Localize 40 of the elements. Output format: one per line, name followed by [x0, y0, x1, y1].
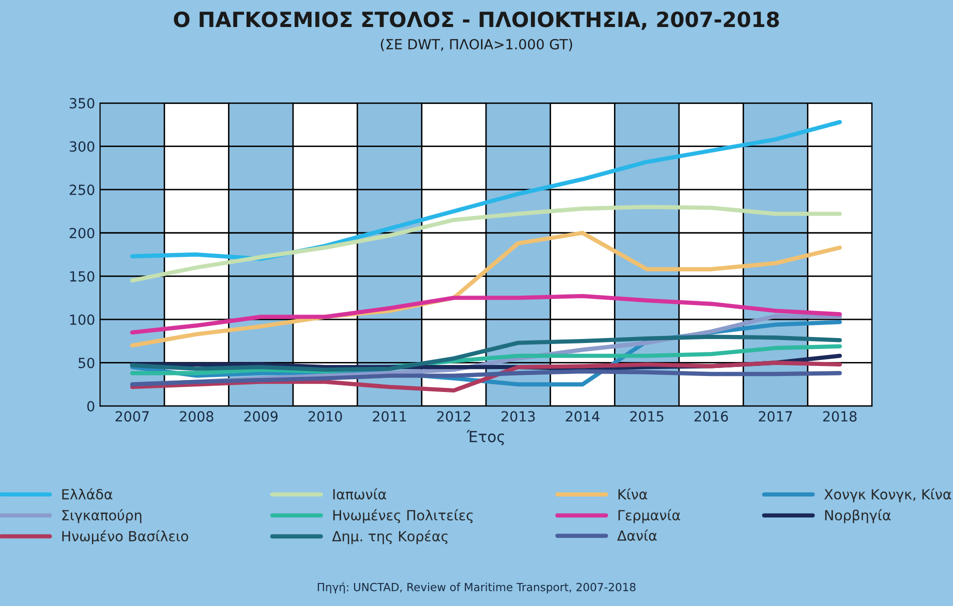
x-tick-label: 2016 [694, 411, 728, 422]
y-tick-label: 250 [70, 184, 94, 196]
legend-label: Χονγκ Κονγκ, Κίνα [824, 488, 952, 502]
legend-label: Δανία [617, 530, 657, 541]
x-tick-label: 2013 [502, 411, 535, 422]
y-tick-label: 50 [78, 358, 94, 368]
legend-label: Κίνα [618, 488, 648, 500]
line-series [130, 334, 842, 372]
chart-subtitle: (ΣΕ DWT, ΠΛΟΙΑ>1.000 GT) [380, 38, 572, 52]
chart-title: Ο ΠΑΓΚΟΣΜΙΟΣ ΣΤΟΛΟΣ - ΠΛΟΙΟΚΤΗΣΙΑ, 2007-2018 [174, 11, 779, 30]
line-series [130, 369, 842, 386]
y-tick-label: 100 [70, 314, 94, 325]
x-tick-label: 2017 [758, 411, 792, 422]
x-tick-label: 2011 [372, 411, 406, 422]
legend-label: Γερμανία [618, 509, 680, 524]
y-tick-label: 350 [70, 98, 94, 108]
text: Πηγή: UNCTAD, Review of Maritime Transport, 2007-2018 [318, 582, 636, 594]
line-series [130, 360, 842, 393]
x-tick-label: 2018 [823, 411, 857, 422]
x-tick-label: 2008 [180, 411, 214, 422]
legend-label: Σιγκαπούρη [62, 509, 142, 524]
legend-label: Ηνωμένο Βασίλειο [62, 530, 188, 544]
legend-label: Νορβηγία [825, 509, 891, 524]
x-tick-label: 2012 [437, 411, 470, 422]
x-tick-label: 2014 [566, 411, 600, 422]
x-tick-label: 2009 [244, 411, 278, 422]
x-tick-label: 2015 [630, 411, 664, 422]
y-tick-label: 150 [70, 271, 94, 282]
legend-label: Ελλάδα [62, 488, 112, 500]
x-tick-label: 2007 [116, 411, 149, 422]
legend-label: Ιαπωνία [333, 488, 386, 500]
line-series [130, 204, 842, 283]
line-series [130, 294, 842, 335]
legend-label: Δημ. της Κορέας [332, 530, 448, 544]
y-tick-label: 200 [70, 228, 94, 238]
x-tick-label: 2010 [308, 411, 342, 422]
legend-label: Ηνωμένες Πολιτείες [333, 509, 473, 524]
y-tick-label: 0 [87, 400, 94, 412]
x-axis-title: Έτος [466, 430, 504, 446]
y-tick-label: 300 [70, 141, 94, 152]
